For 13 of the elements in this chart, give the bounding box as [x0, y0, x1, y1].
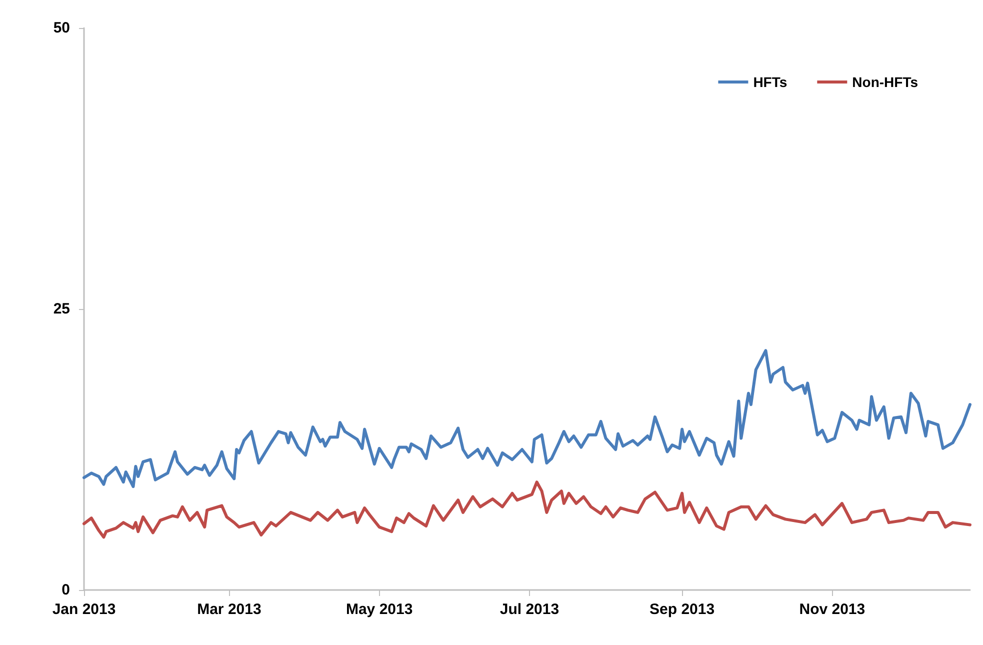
x-tick-label: Jul 2013	[500, 601, 560, 618]
x-tick-label: May 2013	[346, 601, 413, 618]
x-tick-label: Nov 2013	[799, 601, 866, 618]
y-tick-label: 0	[62, 582, 70, 598]
x-tick-label: Mar 2013	[197, 601, 262, 618]
legend-label: HFTs	[753, 74, 788, 90]
y-tick-label: 25	[53, 300, 70, 318]
line-series	[82, 349, 972, 488]
line-series	[82, 480, 972, 539]
legend-label: Non-HFTs	[852, 74, 918, 90]
x-tick-label: Jan 2013	[52, 601, 116, 618]
y-tick-label: 50	[53, 20, 70, 36]
x-tick-label: Sep 2013	[650, 601, 715, 618]
